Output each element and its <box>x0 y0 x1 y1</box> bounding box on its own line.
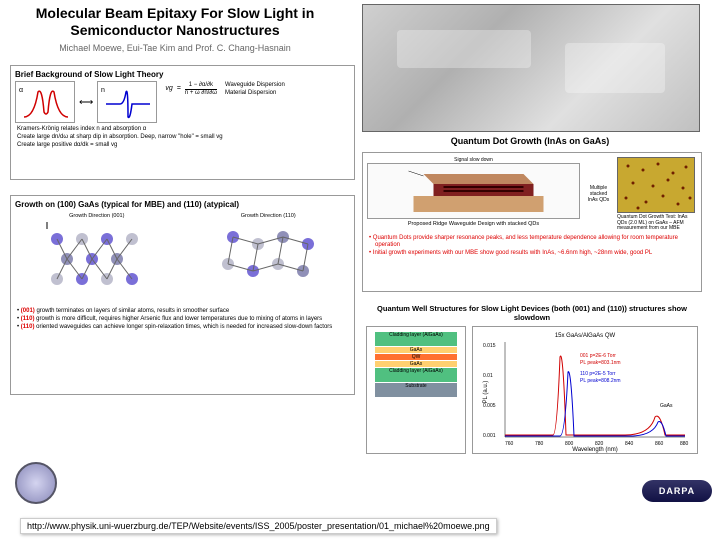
svg-text:GaAs: GaAs <box>660 403 673 409</box>
qw-title: Quantum Well Structures for Slow Light D… <box>366 304 698 322</box>
svg-text:110 p=2E-5 Torr: 110 p=2E-5 Torr <box>580 371 616 377</box>
footer: http://www.physik.uni-wuerzburg.de/TEP/W… <box>0 502 720 538</box>
svg-text:840: 840 <box>625 441 634 447</box>
growth-title: Growth on (100) GaAs (typical for MBE) a… <box>15 200 350 209</box>
svg-text:α: α <box>19 87 23 94</box>
layer-1: GaAs <box>375 347 457 353</box>
qd-title: Quantum Dot Growth (InAs on GaAs) <box>400 136 660 146</box>
theory-panel: Brief Background of Slow Light Theory α … <box>10 65 355 180</box>
qd-bullet-1: • Initial growth experiments with our MB… <box>375 250 697 258</box>
svg-text:0.015: 0.015 <box>483 343 496 349</box>
mbe-photo <box>362 4 700 132</box>
svg-text:PL peak=808.2nm: PL peak=808.2nm <box>580 378 621 384</box>
ridge-waveguide <box>367 163 580 219</box>
theory-bullet-0: Kramers-Krönig relates index n and absor… <box>23 126 350 134</box>
svg-text:n: n <box>101 87 105 94</box>
darpa-logo: DARPA <box>642 480 712 502</box>
svg-text:800: 800 <box>565 441 574 447</box>
qd-panel: Signal slow down Proposed Ridge Waveguid… <box>362 152 702 292</box>
layer-5: Substrate <box>375 383 457 397</box>
qd-bullet-0: • Quantum Dots provide sharper resonance… <box>375 235 697 251</box>
layer-4: Cladding layer (AlGaAs) <box>375 368 457 382</box>
growth-bullet-1: • (110) growth is more difficult, requir… <box>23 316 350 324</box>
layer-2: QW <box>375 354 457 360</box>
equation-block: vg = 1 − ∂α/∂k n + ω ∂n/∂ω Waveguide Dis… <box>161 81 350 98</box>
index-graph: n <box>97 81 157 123</box>
molecule-001 <box>37 219 157 299</box>
stack-arrow-label: Multiple stacked InAs QDs <box>586 185 611 203</box>
layer-3: GaAs <box>375 361 457 367</box>
poster-title: Molecular Beam Epitaxy For Slow Light in… <box>10 5 340 39</box>
poster: Molecular Beam Epitaxy For Slow Light in… <box>0 0 720 500</box>
source-url: http://www.physik.uni-wuerzburg.de/TEP/W… <box>20 518 497 534</box>
svg-text:880: 880 <box>680 441 689 447</box>
svg-text:0.001: 0.001 <box>483 433 496 439</box>
afm-caption: Quantum Dot Growth Test: InAs QDs (2.0 M… <box>617 215 697 232</box>
growth-bullet-0: • (001) growth terminates on layers of s… <box>23 308 350 316</box>
theory-title: Brief Background of Slow Light Theory <box>15 70 350 79</box>
svg-text:860: 860 <box>655 441 664 447</box>
afm-image <box>617 157 695 213</box>
arrow-icon: ⟷ <box>79 97 93 108</box>
svg-text:780: 780 <box>535 441 544 447</box>
svg-text:PL (a.u.): PL (a.u.) <box>483 381 489 404</box>
theory-bullet-1: Create large dn/dω at sharp dip in absor… <box>23 134 350 142</box>
svg-text:0.01: 0.01 <box>483 373 493 379</box>
pl-chart: 15x GaAs/AlGaAs QW PL (a.u.) Wavelength … <box>472 326 698 454</box>
molecule-110 <box>208 219 328 299</box>
absorption-graph: α <box>15 81 75 123</box>
university-seal-icon <box>15 462 57 504</box>
svg-text:15x GaAs/AlGaAs QW: 15x GaAs/AlGaAs QW <box>555 333 616 339</box>
waveguide-disp-label: Waveguide Dispersion <box>225 81 285 89</box>
svg-text:820: 820 <box>595 441 604 447</box>
svg-text:PL peak=803.1nm: PL peak=803.1nm <box>580 360 621 366</box>
authors: Michael Moewe, Eui-Tae Kim and Prof. C. … <box>10 43 340 53</box>
svg-text:Wavelength (nm): Wavelength (nm) <box>572 447 617 453</box>
qw-panel: Quantum Well Structures for Slow Light D… <box>362 300 702 458</box>
layer-0: Cladding layer (AlGaAs) <box>375 332 457 346</box>
title-block: Molecular Beam Epitaxy For Slow Light in… <box>10 5 340 53</box>
svg-text:001 p=2E-6 Torr: 001 p=2E-6 Torr <box>580 353 616 359</box>
theory-bullet-2: Create large positive dα/dk = small vg <box>23 142 350 150</box>
vg-symbol: vg <box>165 85 172 93</box>
material-disp-label: Material Dispersion <box>225 89 285 97</box>
svg-text:760: 760 <box>505 441 514 447</box>
layer-stack: Cladding layer (AlGaAs) GaAs QW GaAs Cla… <box>366 326 466 454</box>
growth-bullet-2: • (110) oriented waveguides can achieve … <box>23 324 350 332</box>
growth-panel: Growth on (100) GaAs (typical for MBE) a… <box>10 195 355 395</box>
svg-text:0.005: 0.005 <box>483 403 496 409</box>
